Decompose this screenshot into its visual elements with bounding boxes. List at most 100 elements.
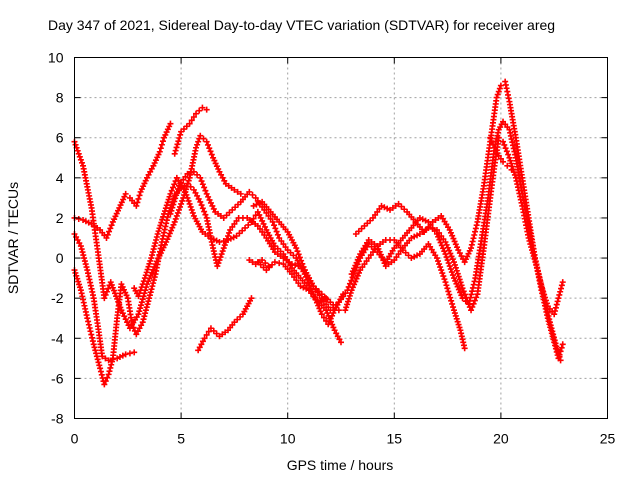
data-point xyxy=(342,307,349,314)
data-point xyxy=(334,333,341,340)
data-point xyxy=(192,189,199,196)
data-point xyxy=(103,235,110,241)
data-point xyxy=(254,222,261,229)
data-point xyxy=(559,341,566,348)
data-point xyxy=(137,305,144,312)
data-point xyxy=(340,293,347,300)
data-point xyxy=(196,344,203,351)
data-point xyxy=(99,353,106,360)
data-point xyxy=(323,301,330,308)
data-point xyxy=(444,257,451,264)
data-point xyxy=(346,292,353,299)
data-point xyxy=(444,285,451,292)
y-tick-label: -4 xyxy=(51,330,64,346)
data-point xyxy=(395,251,402,258)
data-point xyxy=(448,269,455,276)
data-point xyxy=(473,294,480,301)
data-point xyxy=(108,222,115,229)
data-point xyxy=(557,357,564,364)
data-point xyxy=(205,193,212,200)
data-point xyxy=(184,194,191,201)
data-point xyxy=(119,310,126,317)
data-point xyxy=(185,197,192,204)
data-point xyxy=(179,197,186,204)
data-point xyxy=(143,174,150,181)
y-tick-label: 8 xyxy=(56,90,64,106)
data-point xyxy=(508,160,515,167)
data-point xyxy=(451,310,458,317)
data-point xyxy=(174,209,181,216)
data-point xyxy=(391,257,398,264)
data-point xyxy=(282,244,289,251)
data-point xyxy=(154,230,161,237)
data-point xyxy=(558,285,565,292)
data-point xyxy=(469,303,476,310)
data-point xyxy=(542,294,549,301)
data-point xyxy=(316,292,323,299)
y-tick-label: 0 xyxy=(56,250,64,266)
data-point xyxy=(203,190,210,197)
data-point xyxy=(109,284,116,291)
data-point xyxy=(454,270,461,277)
data-point xyxy=(448,297,455,304)
y-tick-label: 4 xyxy=(56,170,64,186)
data-point xyxy=(97,365,104,372)
data-point xyxy=(429,225,436,232)
series-track-10 xyxy=(254,259,330,306)
data-point xyxy=(162,205,169,212)
data-point xyxy=(130,324,137,331)
data-point xyxy=(108,361,115,368)
data-point xyxy=(256,211,263,218)
data-point xyxy=(331,327,338,334)
data-point xyxy=(338,339,344,346)
data-point xyxy=(216,239,223,246)
data-point xyxy=(227,226,234,233)
data-point xyxy=(269,218,276,225)
data-point xyxy=(174,141,181,148)
data-point xyxy=(446,291,453,298)
data-point xyxy=(451,261,458,268)
data-point xyxy=(138,322,145,329)
data-point xyxy=(291,274,298,281)
data-point xyxy=(190,168,197,175)
data-point xyxy=(173,212,180,219)
data-point xyxy=(185,177,192,184)
data-point xyxy=(167,190,174,197)
data-point xyxy=(435,258,442,265)
data-point xyxy=(456,250,463,257)
x-tick-label: 25 xyxy=(600,431,616,447)
data-point xyxy=(452,264,459,271)
data-point xyxy=(495,88,502,95)
data-point xyxy=(490,141,497,148)
data-point xyxy=(271,259,278,266)
data-point xyxy=(438,232,445,239)
data-point xyxy=(203,331,210,338)
data-point xyxy=(178,179,185,186)
data-point xyxy=(504,162,511,169)
x-tick-label: 15 xyxy=(387,431,403,447)
series-track-3 xyxy=(71,230,138,364)
data-point xyxy=(187,203,194,210)
data-point xyxy=(450,307,457,314)
data-point xyxy=(216,168,223,175)
data-marks xyxy=(71,78,566,388)
data-point xyxy=(107,225,114,232)
data-point xyxy=(72,141,79,148)
data-point xyxy=(169,204,176,211)
data-point xyxy=(456,324,463,331)
data-point xyxy=(199,104,206,111)
data-point xyxy=(134,328,141,335)
data-point xyxy=(110,287,117,294)
data-point xyxy=(203,106,210,113)
data-point xyxy=(363,258,370,265)
data-point xyxy=(74,275,81,282)
data-point xyxy=(175,185,182,192)
data-point xyxy=(187,183,194,190)
data-point xyxy=(460,288,467,295)
data-point xyxy=(357,267,364,274)
y-tick-label: -2 xyxy=(51,290,64,306)
data-point xyxy=(140,293,147,300)
series-track-13 xyxy=(352,78,566,318)
data-point xyxy=(369,214,376,221)
